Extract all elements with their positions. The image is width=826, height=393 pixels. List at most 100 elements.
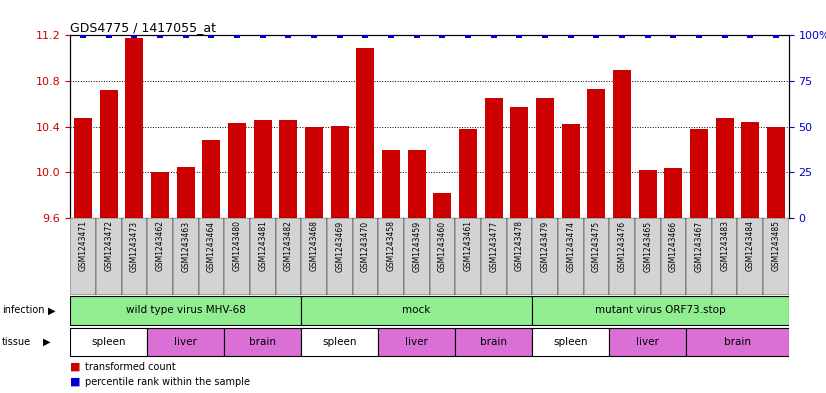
Text: GSM1243478: GSM1243478 (515, 220, 524, 272)
Point (513, 32, 526, 39)
Text: spleen: spleen (92, 337, 126, 347)
Text: GSM1243472: GSM1243472 (104, 220, 113, 272)
Bar (198, 218, 224, 295)
Point (410, 32, 423, 39)
Point (282, 32, 295, 39)
Bar (455, 218, 481, 295)
Bar (177, 167, 195, 218)
Bar (301, 328, 378, 356)
Bar (305, 127, 323, 218)
Point (615, 32, 629, 39)
Bar (228, 123, 246, 218)
Point (692, 32, 705, 39)
Point (462, 32, 475, 39)
Bar (249, 218, 276, 295)
Text: GSM1243480: GSM1243480 (233, 220, 241, 272)
Point (564, 32, 577, 39)
Text: GSM1243471: GSM1243471 (78, 220, 88, 272)
Text: GSM1243464: GSM1243464 (206, 220, 216, 272)
Bar (378, 218, 404, 295)
Bar (382, 150, 400, 218)
Bar (378, 328, 455, 356)
Point (384, 32, 397, 39)
Point (769, 32, 782, 39)
Text: GSM1243483: GSM1243483 (720, 220, 729, 272)
Text: mock: mock (402, 305, 431, 316)
Bar (276, 218, 301, 295)
Bar (70, 218, 789, 295)
Bar (712, 218, 738, 295)
Bar (301, 218, 327, 295)
Text: ▶: ▶ (48, 305, 55, 316)
Bar (686, 218, 712, 295)
Bar (70, 328, 147, 356)
Bar (485, 98, 503, 218)
Text: GSM1243461: GSM1243461 (463, 220, 472, 272)
Bar (330, 126, 349, 218)
Text: liver: liver (174, 337, 197, 347)
Text: GSM1243479: GSM1243479 (540, 220, 549, 272)
Point (154, 32, 167, 39)
Text: GSM1243460: GSM1243460 (438, 220, 447, 272)
Bar (430, 218, 455, 295)
Text: brain: brain (724, 337, 751, 347)
Text: liver: liver (406, 337, 428, 347)
Bar (434, 193, 451, 218)
Text: GSM1243473: GSM1243473 (130, 220, 139, 272)
Bar (587, 89, 605, 218)
Bar (96, 218, 121, 295)
Text: liver: liver (636, 337, 659, 347)
Point (77, 32, 90, 39)
Text: mutant virus ORF73.stop: mutant virus ORF73.stop (596, 305, 726, 316)
Bar (121, 218, 147, 295)
Bar (455, 328, 532, 356)
Bar (690, 129, 708, 218)
Bar (224, 328, 301, 356)
Bar (536, 98, 554, 218)
Bar (74, 118, 92, 218)
Bar (459, 129, 477, 218)
Text: GSM1243458: GSM1243458 (387, 220, 396, 272)
Text: GSM1243484: GSM1243484 (746, 220, 755, 272)
Bar (532, 328, 609, 356)
Text: ■: ■ (70, 376, 81, 387)
Bar (353, 218, 378, 295)
Text: ▶: ▶ (43, 337, 50, 347)
Bar (147, 218, 173, 295)
Bar (510, 107, 529, 218)
Text: ■: ■ (70, 362, 81, 372)
Bar (738, 218, 763, 295)
Bar (173, 218, 198, 295)
Bar (763, 218, 789, 295)
Bar (70, 218, 96, 295)
Text: GSM1243481: GSM1243481 (259, 220, 267, 271)
Text: GSM1243463: GSM1243463 (181, 220, 190, 272)
Text: GSM1243466: GSM1243466 (669, 220, 678, 272)
Bar (532, 218, 558, 295)
Bar (327, 218, 353, 295)
Bar (609, 218, 635, 295)
Bar (767, 127, 785, 218)
Bar (715, 118, 733, 218)
Point (743, 32, 757, 39)
Bar (70, 296, 301, 325)
Bar (356, 48, 374, 218)
Text: GSM1243465: GSM1243465 (643, 220, 653, 272)
Text: GSM1243470: GSM1243470 (361, 220, 370, 272)
Point (590, 32, 603, 39)
Point (256, 32, 269, 39)
Text: GSM1243476: GSM1243476 (618, 220, 626, 272)
Text: GDS4775 / 1417055_at: GDS4775 / 1417055_at (70, 21, 216, 34)
Bar (661, 218, 686, 295)
Text: brain: brain (249, 337, 276, 347)
Point (307, 32, 320, 39)
Bar (686, 328, 789, 356)
Text: GSM1243477: GSM1243477 (489, 220, 498, 272)
Text: GSM1243482: GSM1243482 (284, 220, 293, 271)
Text: GSM1243485: GSM1243485 (771, 220, 781, 272)
Bar (126, 38, 144, 218)
Bar (202, 140, 221, 218)
Bar (301, 296, 532, 325)
Bar (558, 218, 583, 295)
Bar (609, 328, 686, 356)
